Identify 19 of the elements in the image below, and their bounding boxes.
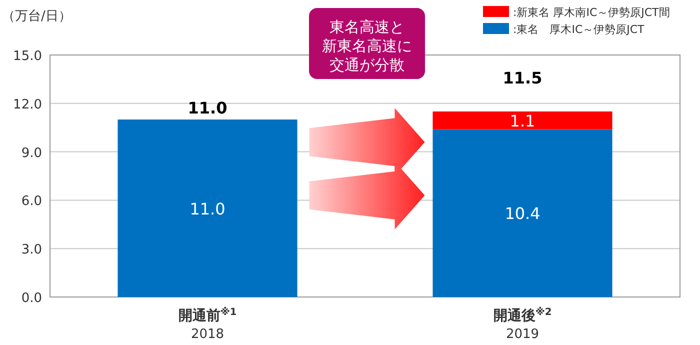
total-label: 11.0 [188,98,228,118]
total-label: 11.5 [502,68,542,88]
annotation: 交通が分散 [330,56,404,74]
y-tick-label: 6.0 [21,194,42,210]
legend-label: :東名 厚木IC～伊勢原JCT [513,23,645,36]
data-label: 10.4 [504,204,540,224]
y-tick-label: 12.0 [13,97,42,112]
y-tick-label: 0.0 [21,291,42,306]
data-label: 11.0 [190,199,226,218]
y-tick-label: 3.0 [21,242,42,258]
annotation: 新東名高速に [322,37,412,55]
legend-label: :新東名 厚木南IC～伊勢原JCT間 [513,6,670,19]
y-tick-label: 9.0 [21,146,42,161]
y-axis-title: （万台/日） [2,9,72,24]
x-tick-label: 開通後$^{※2}$ 2019 [493,306,552,342]
text: 東名高速と [330,18,404,36]
data-label: 1.1 [510,111,536,130]
y-tick-label: 15.0 [13,49,42,64]
x-tick-label: 開通前$^{※1}$ 2018 [178,306,237,342]
